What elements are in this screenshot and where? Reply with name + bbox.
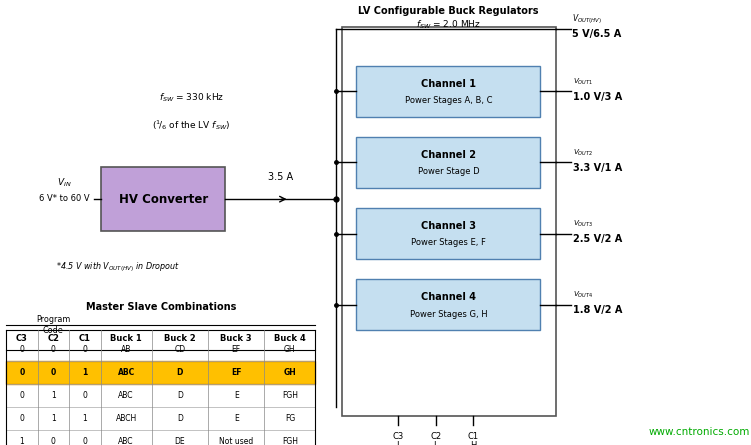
Text: 6 V* to 60 V: 6 V* to 60 V — [38, 194, 89, 202]
Text: L: L — [433, 441, 438, 445]
Text: Buck 2: Buck 2 — [164, 334, 196, 343]
Bar — [6, 361, 315, 384]
Text: FGH: FGH — [282, 437, 298, 445]
Text: ABCH: ABCH — [116, 414, 137, 423]
Text: D: D — [177, 391, 182, 400]
Text: DE: DE — [174, 437, 185, 445]
Text: $V_{OUT3}$: $V_{OUT3}$ — [573, 219, 593, 229]
Bar — [101, 167, 225, 231]
Text: 2.5 V/2 A: 2.5 V/2 A — [573, 234, 623, 244]
Text: 1: 1 — [51, 414, 56, 423]
Text: Channel 4: Channel 4 — [421, 292, 476, 302]
Text: 5 V/6.5 A: 5 V/6.5 A — [572, 29, 622, 39]
Bar — [342, 27, 556, 416]
Text: 0: 0 — [20, 414, 24, 423]
Text: $V_{OUT(HV)}$: $V_{OUT(HV)}$ — [572, 12, 602, 26]
Text: GH: GH — [284, 368, 296, 377]
Text: Buck 1: Buck 1 — [110, 334, 142, 343]
Text: 0: 0 — [83, 391, 87, 400]
Text: 0: 0 — [51, 437, 56, 445]
Text: 0: 0 — [20, 368, 24, 377]
Text: C1: C1 — [79, 334, 91, 343]
Text: Buck 4: Buck 4 — [274, 334, 306, 343]
Text: FGH: FGH — [282, 391, 298, 400]
Text: $V_{OUT1}$: $V_{OUT1}$ — [573, 77, 593, 86]
Text: 0: 0 — [83, 437, 87, 445]
Text: Channel 2: Channel 2 — [421, 150, 476, 160]
Text: H: H — [470, 441, 476, 445]
Text: 1: 1 — [83, 368, 87, 377]
Text: www.cntronics.com: www.cntronics.com — [648, 427, 749, 437]
Text: $V_{OUT2}$: $V_{OUT2}$ — [573, 148, 593, 158]
Text: Channel 1: Channel 1 — [421, 79, 476, 89]
Text: E: E — [234, 414, 239, 423]
Text: C1: C1 — [468, 432, 478, 441]
Text: C3: C3 — [393, 432, 403, 441]
Text: Not used: Not used — [219, 437, 253, 445]
Text: 0: 0 — [83, 345, 87, 354]
Text: $V_{OUT4}$: $V_{OUT4}$ — [573, 290, 593, 300]
Text: Power Stages A, B, C: Power Stages A, B, C — [405, 96, 492, 105]
Text: AB: AB — [121, 345, 131, 354]
Bar — [356, 137, 541, 188]
Text: EF: EF — [231, 345, 241, 354]
Text: $V_{IN}$: $V_{IN}$ — [56, 176, 71, 189]
Text: 1: 1 — [51, 391, 56, 400]
Text: ABC: ABC — [119, 437, 134, 445]
Text: GH: GH — [284, 345, 296, 354]
Text: C2: C2 — [430, 432, 441, 441]
Text: 1: 1 — [83, 414, 87, 423]
Text: 0: 0 — [51, 345, 56, 354]
Text: D: D — [177, 414, 182, 423]
Text: EF: EF — [231, 368, 241, 377]
Text: Buck 3: Buck 3 — [220, 334, 252, 343]
Text: *4.5 V with $V_{OUT(HV)}$ in Dropout: *4.5 V with $V_{OUT(HV)}$ in Dropout — [56, 260, 180, 274]
Text: 3.3 V/1 A: 3.3 V/1 A — [573, 163, 623, 173]
Text: $f_{SW}$ = 2.0 MHz: $f_{SW}$ = 2.0 MHz — [416, 18, 481, 31]
Text: Master Slave Combinations: Master Slave Combinations — [86, 302, 236, 312]
Text: 3.5 A: 3.5 A — [268, 172, 293, 182]
Text: L: L — [396, 441, 400, 445]
Text: 1.8 V/2 A: 1.8 V/2 A — [573, 305, 623, 315]
Text: ABC: ABC — [118, 368, 134, 377]
Text: Power Stages E, F: Power Stages E, F — [411, 239, 486, 247]
Text: Channel 3: Channel 3 — [421, 221, 476, 231]
Text: Program
Code: Program Code — [36, 315, 71, 335]
Text: ABC: ABC — [119, 391, 134, 400]
Text: Power Stage D: Power Stage D — [418, 167, 479, 176]
Bar — [356, 279, 541, 330]
Text: CD: CD — [174, 345, 185, 354]
Text: ($^1\!/_6$ of the LV $f_{SW}$): ($^1\!/_6$ of the LV $f_{SW}$) — [152, 117, 231, 132]
Bar — [356, 65, 541, 117]
Text: 0: 0 — [51, 368, 56, 377]
Text: FG: FG — [285, 414, 295, 423]
Text: 0: 0 — [20, 391, 24, 400]
Bar — [356, 208, 541, 259]
Text: $f_{SW}$ = 330 kHz: $f_{SW}$ = 330 kHz — [159, 92, 224, 104]
Text: 1: 1 — [20, 437, 24, 445]
Text: E: E — [234, 391, 239, 400]
Text: 1.0 V/3 A: 1.0 V/3 A — [573, 92, 623, 101]
Text: C3: C3 — [16, 334, 28, 343]
Text: HV Converter: HV Converter — [119, 193, 208, 206]
Text: Power Stages G, H: Power Stages G, H — [409, 310, 487, 319]
Text: 0: 0 — [20, 345, 24, 354]
Text: LV Configurable Buck Regulators: LV Configurable Buck Regulators — [358, 6, 538, 16]
Text: C2: C2 — [47, 334, 59, 343]
Text: D: D — [176, 368, 183, 377]
